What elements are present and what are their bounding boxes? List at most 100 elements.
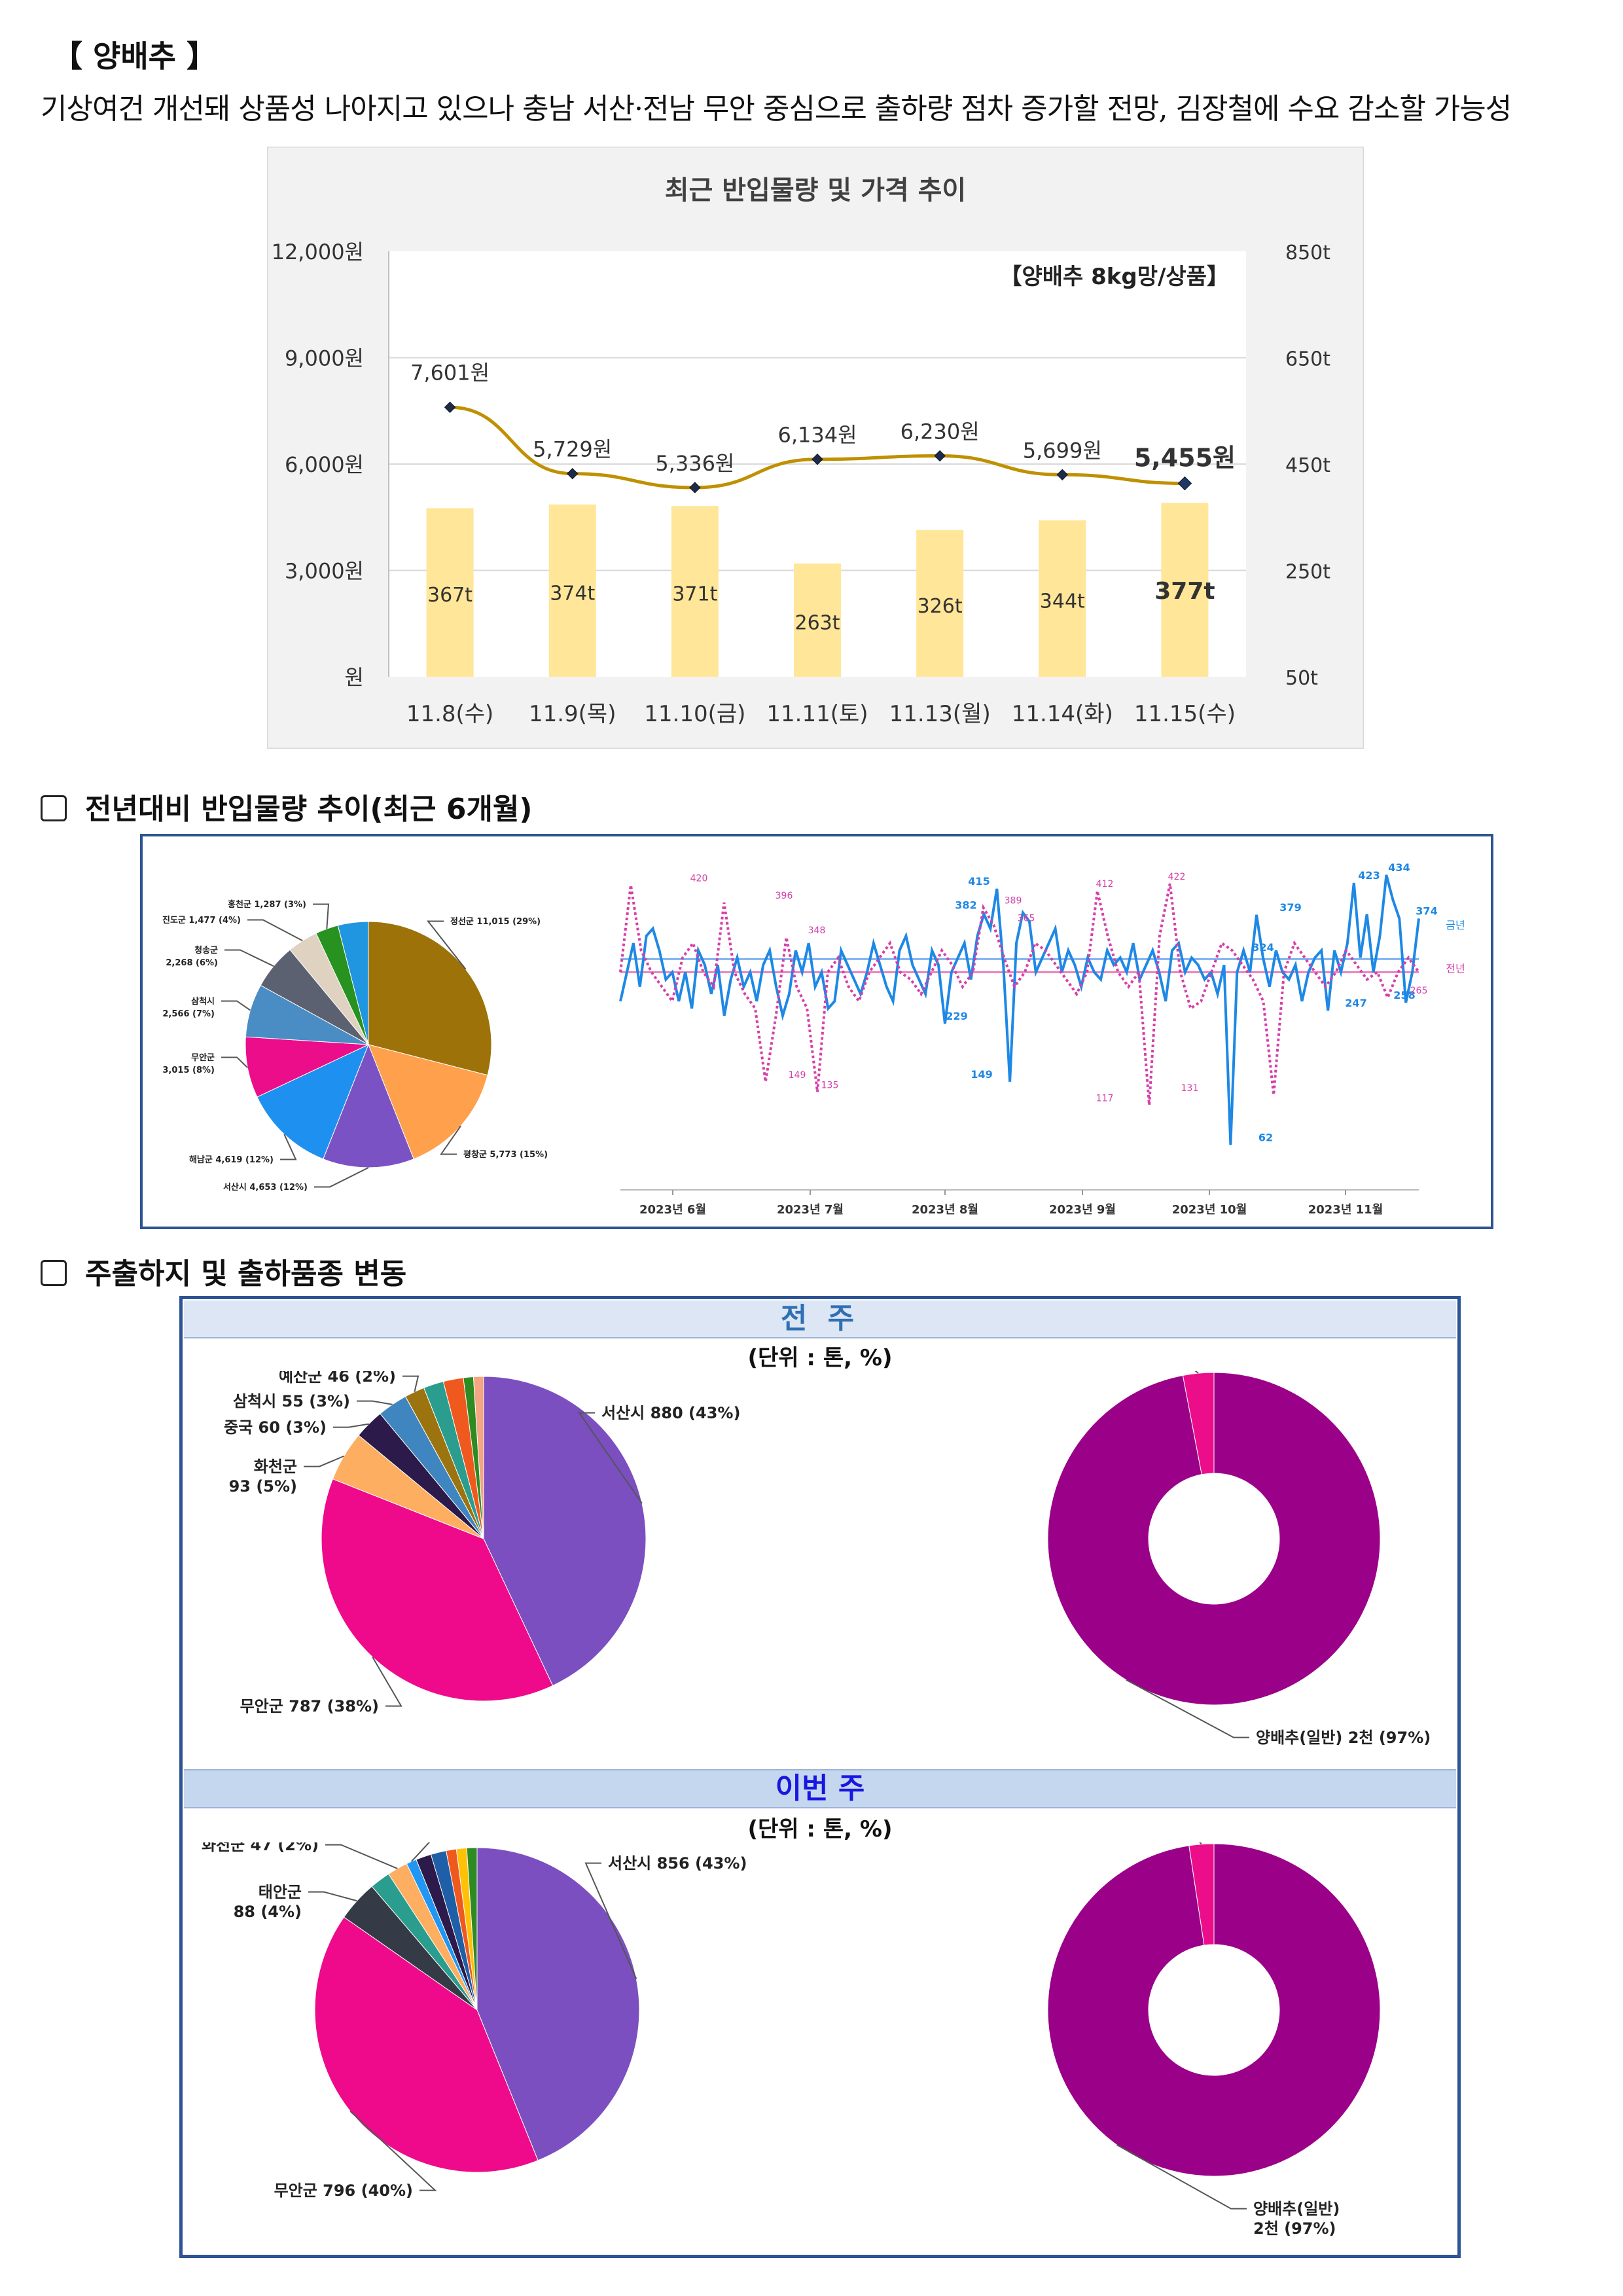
- callout-line: [221, 1000, 251, 1011]
- pie-slice: [321, 1479, 554, 1702]
- slice-label: 무안군: [191, 1052, 215, 1063]
- data-label-last-year: 265: [1410, 986, 1428, 996]
- price-label: 5,336원: [655, 451, 734, 476]
- data-label-this-year: 434: [1388, 861, 1410, 874]
- data-label-this-year: 415: [968, 875, 990, 888]
- price-label: 5,729원: [533, 437, 612, 462]
- callout-line: [308, 1891, 357, 1902]
- price-point: [1177, 476, 1192, 491]
- right-tick-label: 450t: [1285, 454, 1330, 477]
- month-label: 2023년 11월: [1308, 1203, 1383, 1217]
- pie-slice: [1182, 1372, 1215, 1475]
- callout-line: [333, 1423, 369, 1428]
- callout-line: [584, 1862, 637, 1979]
- slice-label: 2천 (97%): [1253, 2219, 1336, 2238]
- volume-bar: [916, 529, 964, 677]
- x-tick-label: 11.13(월): [889, 701, 991, 727]
- right-tick-label: 250t: [1285, 561, 1330, 584]
- pie-slice: [337, 921, 369, 1045]
- callout-line: [1194, 1371, 1199, 1374]
- data-label-this-year: 247: [1345, 997, 1366, 1009]
- data-label-last-year: 135: [821, 1080, 839, 1090]
- this-week-header: 이번 주: [184, 1769, 1456, 1808]
- callout-line: [426, 920, 467, 970]
- slice-label: 진도군 1,477 (4%): [162, 915, 241, 925]
- this-week-unit: (단위 : 톤, %): [747, 1816, 893, 1842]
- callout-line: [221, 1056, 249, 1068]
- price-label: 6,134원: [777, 423, 857, 448]
- callout-line: [313, 903, 330, 929]
- slice-label: 홍천군 1,287 (3%): [228, 899, 306, 910]
- origin-pie-chart: 정선군 11,015 (29%) 평창군 5,773 (15%) 서산시 4,653…: [162, 899, 548, 1193]
- pie-slice: [368, 921, 492, 1076]
- callout-line: [357, 1400, 393, 1405]
- slice-label: 태안군: [259, 1883, 302, 1901]
- legend-this-year: 금년: [1446, 919, 1465, 931]
- series-last-year: [619, 883, 1420, 1105]
- month-label: 2023년 10월: [1172, 1203, 1247, 1217]
- price-label: 5,699원: [1023, 438, 1102, 463]
- prev-week-header: 전 주: [184, 1300, 1456, 1338]
- month-label: 2023년 8월: [912, 1203, 978, 1217]
- slice-label: 2,566 (7%): [162, 1009, 215, 1019]
- callout-line: [440, 1125, 461, 1155]
- slice-label: 화천군 47 (2%): [202, 1842, 319, 1854]
- price-point: [934, 450, 946, 462]
- volume-bar-label: 326t: [918, 595, 963, 618]
- data-label-last-year: 422: [1168, 872, 1186, 882]
- slice-label: 평창군 5,773 (15%): [463, 1149, 548, 1160]
- chart-note: 【양배추 8kg망/상품】: [999, 264, 1229, 290]
- series-this-year: [619, 874, 1420, 1145]
- right-tick-label: 650t: [1285, 348, 1330, 371]
- callout-line: [402, 1375, 419, 1392]
- price-label: 7,601원: [410, 360, 490, 385]
- data-label-last-year: 412: [1096, 879, 1114, 889]
- pie-slice: [1047, 1843, 1381, 2177]
- slice-label: 양배추(일반): [1253, 2200, 1340, 2218]
- x-tick-label: 11.11(토): [766, 701, 868, 727]
- data-label-last-year: 396: [776, 891, 793, 901]
- pie-slice: [466, 1847, 478, 2011]
- left-tick-label: 원: [345, 665, 364, 690]
- volume-bar: [1161, 503, 1209, 677]
- prev-week-unit: (단위 : 톤, %): [747, 1345, 893, 1371]
- pie-slice: [257, 1044, 369, 1160]
- callout-line: [314, 1167, 369, 1188]
- callout-line: [372, 1657, 402, 1707]
- slice-label: 서산시 4,653 (12%): [223, 1182, 308, 1193]
- data-label-this-year: 258: [1393, 989, 1415, 1001]
- price-label: 6,230원: [901, 420, 980, 444]
- data-label-this-year: 229: [946, 1010, 967, 1022]
- callout-line: [578, 1412, 643, 1504]
- x-tick-label: 11.8(수): [406, 701, 494, 727]
- left-tick-label: 9,000원: [285, 346, 364, 371]
- slice-label: 88 (4%): [234, 1903, 302, 1921]
- data-label-last-year: 131: [1181, 1083, 1199, 1094]
- slice-label: 서산시 880 (43%): [601, 1404, 740, 1422]
- slice-label: 삼척시 55 (3%): [233, 1392, 350, 1410]
- data-label-this-year: 382: [955, 899, 976, 911]
- section-heading-volume: 전년대비 반입물량 추이(최근 6개월): [41, 785, 533, 827]
- month-label: 2023년 7월: [777, 1203, 844, 1217]
- right-tick-label: 850t: [1285, 242, 1330, 264]
- data-label-last-year: 348: [808, 925, 826, 936]
- x-tick-label: 11.15(수): [1134, 701, 1236, 727]
- data-label-this-year: 324: [1252, 941, 1274, 954]
- slice-label: 무안군 787 (38%): [240, 1697, 379, 1715]
- data-label-this-year: 149: [971, 1068, 992, 1081]
- left-tick-label: 12,000원: [272, 240, 364, 264]
- origin-variety-panel: 전 주 (단위 : 톤, %) 서산시 880 (43%) 무안군 787 (38…: [179, 1296, 1461, 2258]
- pie-slice: [1188, 1843, 1215, 1946]
- price-point: [444, 401, 456, 413]
- slice-label: 해남군 4,619 (12%): [189, 1155, 274, 1165]
- slice-label: 청송군: [194, 945, 218, 956]
- slice-label: 서산시 856 (43%): [608, 1854, 747, 1873]
- data-label-last-year: 117: [1096, 1093, 1114, 1103]
- slice-label: 93 (5%): [229, 1477, 297, 1496]
- checkbox-icon: [41, 1260, 67, 1286]
- data-label-last-year: 149: [789, 1070, 806, 1081]
- callout-line: [1199, 1842, 1202, 1845]
- this-week-charts: 서산시 856 (43%) 무안군 796 (40%) 태안군 88 (4%) 화천군 …: [202, 1842, 1381, 2238]
- price-point: [567, 467, 579, 480]
